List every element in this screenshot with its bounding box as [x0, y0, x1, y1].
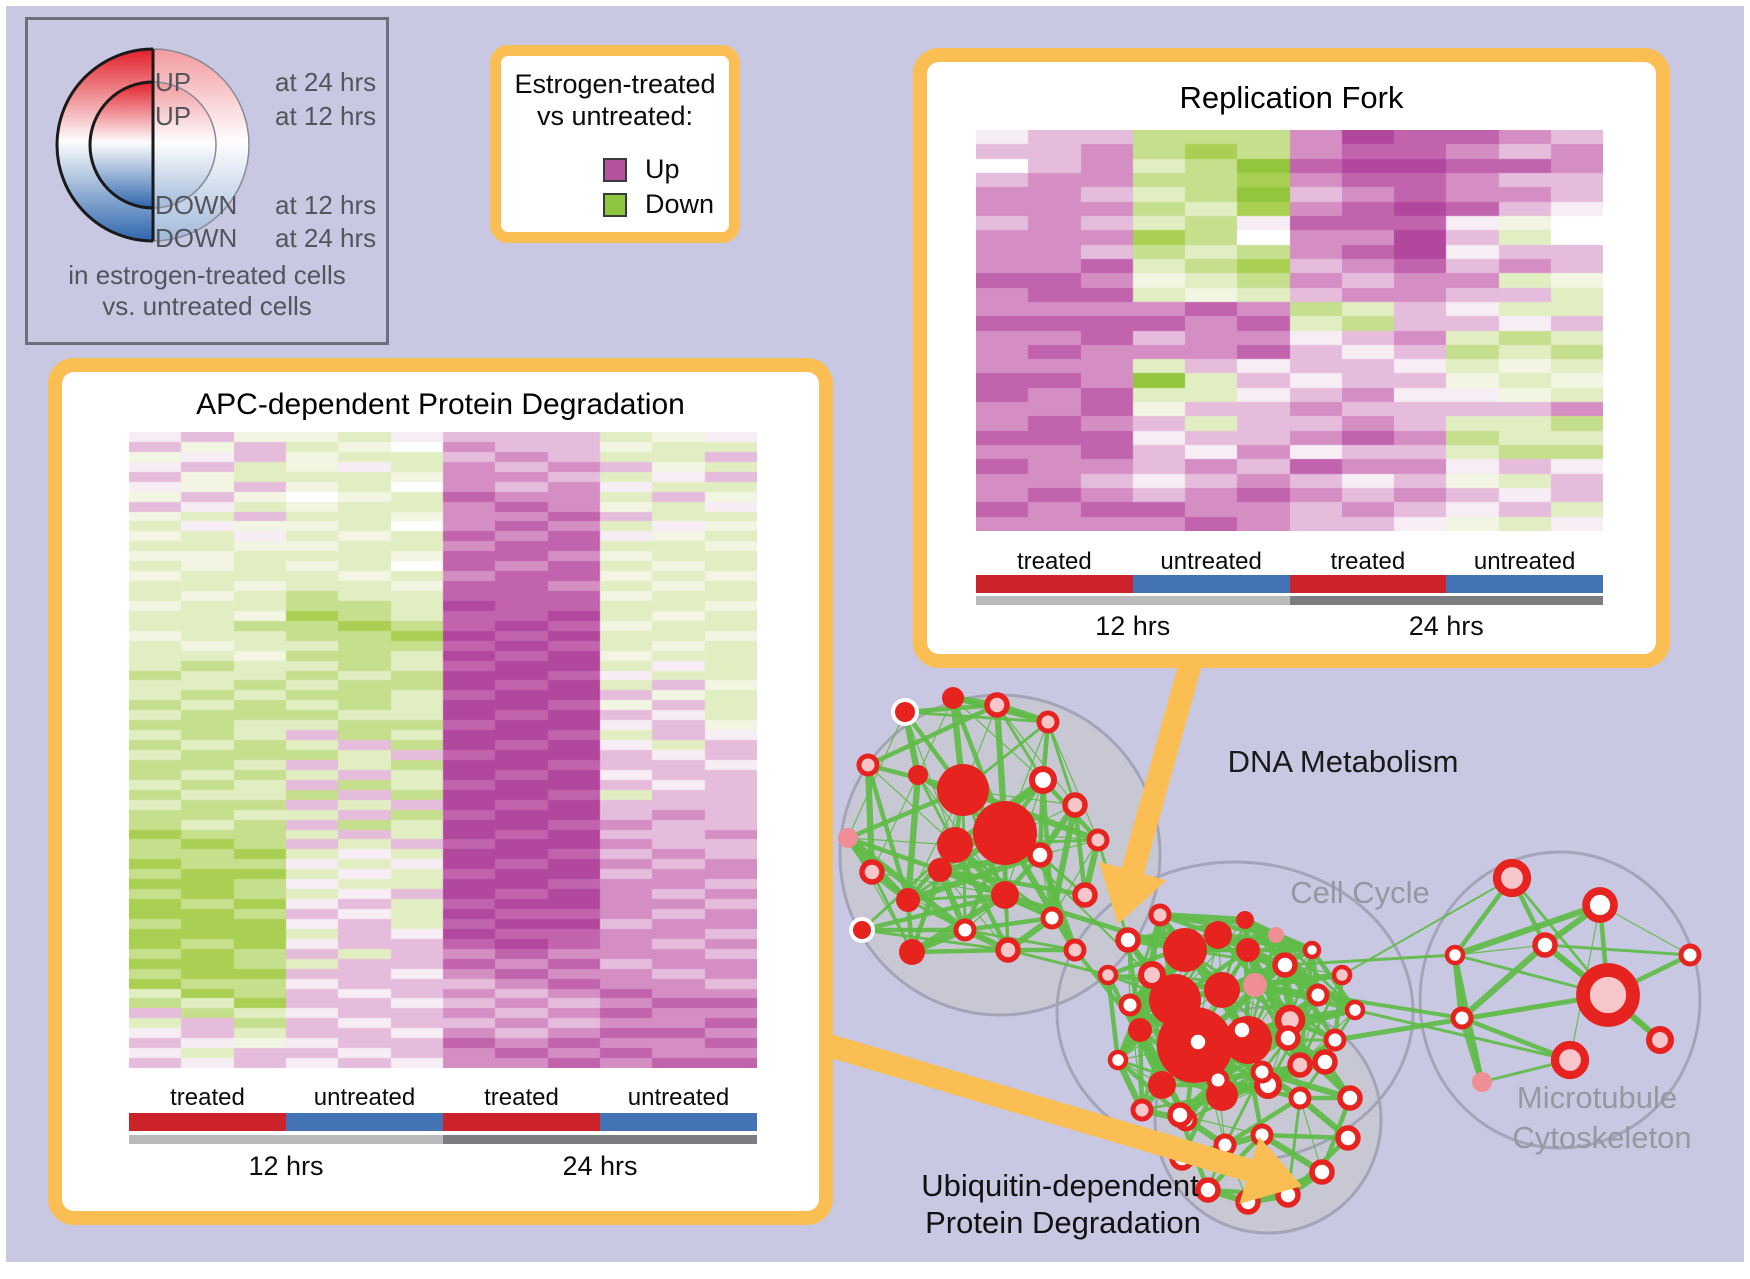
rf-group-label-4: untreated: [1473, 548, 1576, 575]
up-swatch: [603, 157, 627, 182]
inner-left-arc: [88, 80, 154, 210]
apc-group-labels: treated untreated treated untreated: [129, 1084, 757, 1112]
legend-footer-line2: vs. untreated cells: [102, 291, 312, 321]
legend-time-12-down: at 12 hrs: [275, 190, 377, 220]
apc-group-label-1: treated: [170, 1084, 245, 1111]
apc-time-labels: 12 hrs 24 hrs: [129, 1151, 757, 1182]
apc-heatmap: [129, 432, 757, 1068]
estrogen-title-line2: vs untreated:: [536, 101, 694, 131]
outer-right-arc: [152, 48, 250, 242]
replication-fork-axis: treated untreated treated untreated 12 h…: [976, 548, 1603, 641]
apc-untreated-bar-12: [286, 1113, 443, 1131]
replication-fork-title: Replication Fork: [1179, 80, 1404, 115]
apc-12hr-bar: [129, 1135, 443, 1144]
apc-12hrs-label: 12 hrs: [248, 1151, 324, 1181]
estrogen-legend-box: Estrogen-treated vs untreated: Up Down: [490, 45, 740, 243]
legend-footer-line1: in estrogen-treated cells: [68, 260, 346, 290]
legend-item-down: Down: [603, 189, 714, 220]
legend-item-up: Up: [603, 154, 680, 185]
legend-time-24-down: at 24 hrs: [275, 223, 377, 253]
apc-24hr-bar: [443, 1135, 757, 1144]
rf-untreated-bar-12: [1132, 575, 1290, 593]
apc-untreated-bar-24: [600, 1113, 757, 1131]
replication-fork-heatmap: [976, 130, 1603, 531]
down-swatch: [603, 192, 627, 217]
legend-word-down-24: DOWN: [155, 223, 238, 253]
legend-word-up-24: UP: [155, 67, 192, 97]
apc-treated-bar-12: [129, 1113, 286, 1131]
legend-time-24-up: at 24 hrs: [275, 67, 377, 97]
apc-group-label-3: treated: [484, 1084, 559, 1111]
rf-treated-bar-24: [1289, 575, 1447, 593]
estrogen-legend-title: Estrogen-treated vs untreated:: [501, 68, 729, 132]
rf-12hrs-label: 12 hrs: [1095, 611, 1171, 641]
apc-24hrs-label: 24 hrs: [562, 1151, 638, 1181]
rf-treatment-bars: [976, 575, 1603, 593]
apc-time-bars: [129, 1135, 757, 1144]
down-label: Down: [645, 189, 715, 219]
apc-panel: APC-dependent Protein Degradation treate…: [48, 358, 833, 1225]
rf-group-label-2: untreated: [1160, 548, 1262, 575]
legend-word-up-12: UP: [155, 101, 192, 131]
rf-24hrs-label: 24 hrs: [1408, 611, 1484, 641]
updown-circle-legend: [55, 47, 250, 243]
rf-group-label-3: treated: [1330, 548, 1406, 575]
apc-axis: treated untreated treated untreated 12 h…: [129, 1084, 757, 1181]
rf-group-label-1: treated: [1017, 548, 1092, 575]
estrogen-title-line1: Estrogen-treated: [514, 69, 716, 99]
legend-time-12-up: at 12 hrs: [275, 101, 377, 131]
apc-group-label-4: untreated: [627, 1084, 730, 1111]
apc-group-label-2: untreated: [313, 1084, 416, 1111]
rf-12hr-bar: [976, 596, 1290, 605]
rf-treated-bar-12: [976, 575, 1133, 593]
legend-word-down-12: DOWN: [155, 190, 238, 220]
replication-fork-panel: Replication Fork treated untreated treat…: [913, 48, 1670, 668]
rf-time-bars: [976, 596, 1603, 605]
rf-group-labels: treated untreated treated untreated: [976, 548, 1603, 576]
rf-24hr-bar: [1289, 596, 1603, 605]
apc-title: APC-dependent Protein Degradation: [196, 388, 685, 421]
apc-treatment-bars: [129, 1113, 757, 1131]
node-color-legend-box: UP at 24 hrs UP at 12 hrs DOWN at 12 hrs…: [25, 17, 389, 345]
rf-time-labels: 12 hrs 24 hrs: [976, 611, 1603, 642]
up-label: Up: [645, 154, 680, 184]
outer-left-arc: [55, 47, 154, 243]
apc-treated-bar-24: [443, 1113, 600, 1131]
inner-right-arc: [152, 81, 217, 209]
rf-untreated-bar-24: [1446, 575, 1603, 593]
